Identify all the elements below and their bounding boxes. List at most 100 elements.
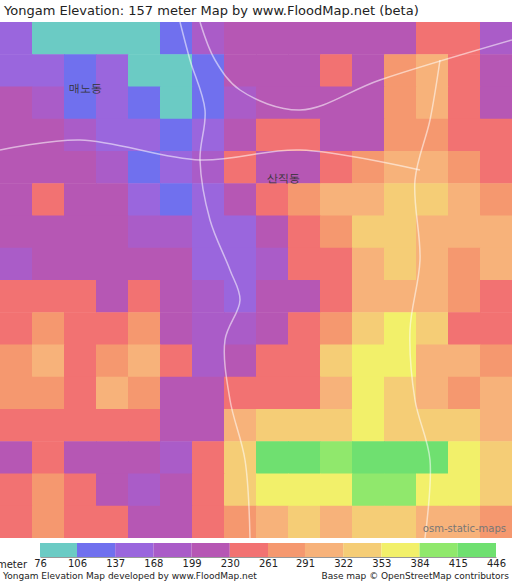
elevation-cell [0, 151, 33, 184]
elevation-cell [384, 216, 417, 249]
elevation-cell [320, 216, 353, 249]
colorbar-swatch [77, 543, 115, 557]
elevation-cell [480, 183, 512, 216]
elevation-cell [384, 22, 417, 55]
elevation-cell [32, 248, 65, 281]
elevation-cell [32, 312, 65, 345]
elevation-cell [0, 183, 33, 216]
elevation-cell [0, 441, 33, 474]
colorbar-swatch [230, 543, 268, 557]
colorbar-tick-label: 322 [334, 558, 353, 569]
elevation-cell [320, 119, 353, 152]
elevation-cell [128, 183, 161, 216]
elevation-cell [416, 441, 449, 474]
colorbar-swatch [458, 543, 496, 557]
elevation-cell [192, 345, 225, 378]
elevation-cell [256, 506, 289, 538]
elevation-cell [224, 345, 257, 378]
elevation-cell [192, 474, 225, 507]
elevation-cell [320, 248, 353, 281]
elevation-cell [0, 216, 33, 249]
elevation-cell [352, 151, 385, 184]
elevation-cell [352, 54, 385, 87]
elevation-cell [64, 119, 97, 152]
colorbar-tick: 230 [221, 557, 240, 569]
elevation-cell [96, 441, 129, 474]
footer-left: Yongam Elevation Map developed by www.Fl… [2, 571, 257, 581]
elevation-cell [288, 87, 321, 120]
elevation-cell [448, 280, 481, 313]
elevation-cell [448, 441, 481, 474]
colorbar-tick-label: 353 [372, 558, 391, 569]
elevation-cell [192, 312, 225, 345]
elevation-cell [0, 345, 33, 378]
elevation-cell [448, 377, 481, 410]
elevation-cell [0, 409, 33, 442]
elevation-cell [64, 441, 97, 474]
elevation-cell [320, 54, 353, 87]
elevation-cell [192, 280, 225, 313]
elevation-cell [160, 54, 193, 87]
elevation-cell [352, 22, 385, 55]
elevation-cell [448, 119, 481, 152]
elevation-cell [448, 409, 481, 442]
elevation-cell [192, 87, 225, 120]
elevation-cell [128, 151, 161, 184]
elevation-cell [320, 377, 353, 410]
elevation-cell [288, 345, 321, 378]
elevation-cell [0, 280, 33, 313]
elevation-cell [0, 474, 33, 507]
elevation-cell [0, 54, 33, 87]
elevation-cell [352, 119, 385, 152]
elevation-cell [320, 312, 353, 345]
colorbar-tick: 261 [259, 557, 278, 569]
elevation-cell [256, 22, 289, 55]
elevation-cell [352, 345, 385, 378]
elevation-cell [448, 151, 481, 184]
elevation-cell [480, 248, 512, 281]
annotation: 매노동 [69, 82, 102, 95]
road [0, 140, 420, 170]
elevation-cell [320, 506, 353, 538]
colorbar-swatch [153, 543, 191, 557]
elevation-cell [64, 506, 97, 538]
elevation-cell [224, 248, 257, 281]
elevation-cell [384, 409, 417, 442]
elevation-cell [32, 506, 65, 538]
elevation-cell [288, 248, 321, 281]
elevation-cell [352, 248, 385, 281]
elevation-cell [160, 345, 193, 378]
elevation-cell [384, 119, 417, 152]
elevation-cell [160, 409, 193, 442]
elevation-cell [320, 280, 353, 313]
colorbar-swatch [40, 543, 77, 557]
colorbar-tick-label: 168 [144, 558, 163, 569]
elevation-cell [32, 216, 65, 249]
elevation-cell [128, 87, 161, 120]
elevation-cell [128, 216, 161, 249]
elevation-cell [32, 409, 65, 442]
elevation-cell [480, 54, 512, 87]
elevation-cell [256, 119, 289, 152]
elevation-cell [160, 474, 193, 507]
elevation-cell [32, 345, 65, 378]
colorbar-tick: 106 [68, 557, 87, 569]
elevation-cell [480, 87, 512, 120]
elevation-cell [320, 183, 353, 216]
elevation-cell [64, 345, 97, 378]
elevation-cell [352, 87, 385, 120]
elevation-cell [320, 409, 353, 442]
elevation-cell [416, 54, 449, 87]
elevation-cell [96, 280, 129, 313]
elevation-cell [256, 216, 289, 249]
elevation-cell [448, 183, 481, 216]
elevation-cell [448, 54, 481, 87]
elevation-cell [320, 87, 353, 120]
road [180, 22, 250, 538]
elevation-cell [224, 506, 257, 538]
colorbar-tick-label: 446 [487, 558, 506, 569]
elevation-cell [0, 22, 33, 55]
elevation-cell [64, 377, 97, 410]
road [200, 22, 512, 110]
colorbar-tick-label: 384 [411, 558, 430, 569]
